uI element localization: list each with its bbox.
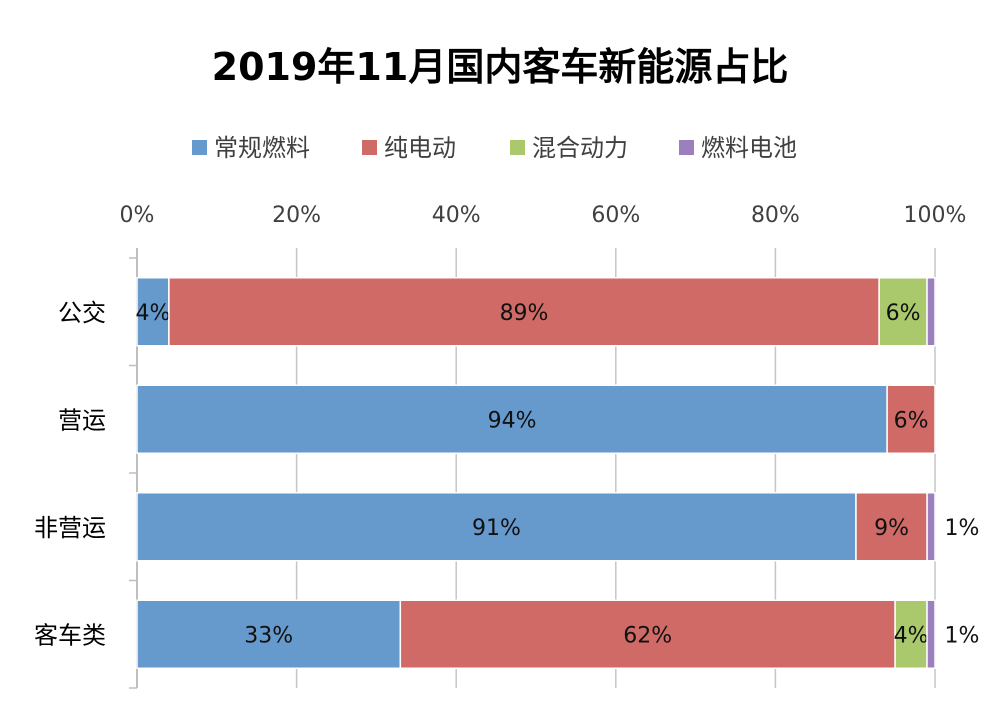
data-label: 6% — [886, 301, 921, 326]
bar-segment — [136, 492, 857, 562]
data-label: 9% — [874, 516, 909, 541]
legend-label: 常规燃料 — [214, 134, 310, 162]
x-axis: 0% 20% 40% 60% 80% 100% — [120, 203, 967, 228]
bar-segment — [399, 599, 896, 669]
legend-swatch — [362, 140, 377, 155]
data-label: 62% — [623, 623, 672, 648]
bar-segment — [926, 277, 936, 347]
bar-segment — [168, 277, 880, 347]
x-tick-label: 80% — [751, 203, 800, 228]
legend-label: 燃料电池 — [701, 134, 797, 162]
x-tick-label: 20% — [272, 203, 321, 228]
data-label: 94% — [488, 408, 537, 433]
legend-swatch — [510, 140, 525, 155]
bar-segment — [136, 384, 888, 454]
data-label: 91% — [472, 516, 521, 541]
data-label: 4% — [136, 301, 171, 326]
legend-swatch — [679, 140, 694, 155]
x-tick-label: 60% — [591, 203, 640, 228]
data-label: 1% — [945, 623, 980, 648]
data-label: 6% — [894, 408, 929, 433]
chart-title: 2019年11月国内客车新能源占比 — [212, 45, 789, 89]
legend-label: 混合动力 — [532, 134, 628, 162]
bar-segment — [855, 492, 928, 562]
data-label: 4% — [894, 623, 929, 648]
data-label: 33% — [244, 623, 293, 648]
bar-segment — [886, 384, 936, 454]
data-label: 1% — [945, 516, 980, 541]
category-label: 非营运 — [34, 514, 106, 542]
x-tick-label: 40% — [432, 203, 481, 228]
category-label: 客车类 — [34, 621, 106, 649]
plot-area: 4% 89% 6% 94% 6% 91% 9% 1% 33% 62% 4% 1% — [136, 277, 980, 669]
x-tick-label: 100% — [904, 203, 967, 228]
category-label: 公交 — [58, 299, 106, 327]
data-label: 89% — [500, 301, 549, 326]
legend: 常规燃料 纯电动 混合动力 燃料电池 — [192, 134, 797, 162]
bar-segment — [136, 277, 170, 347]
x-tick-label: 0% — [120, 203, 155, 228]
legend-swatch — [192, 140, 207, 155]
legend-label: 纯电动 — [384, 134, 456, 162]
bar-segment — [926, 492, 936, 562]
category-label: 营运 — [58, 406, 106, 434]
bar-segment — [926, 599, 936, 669]
